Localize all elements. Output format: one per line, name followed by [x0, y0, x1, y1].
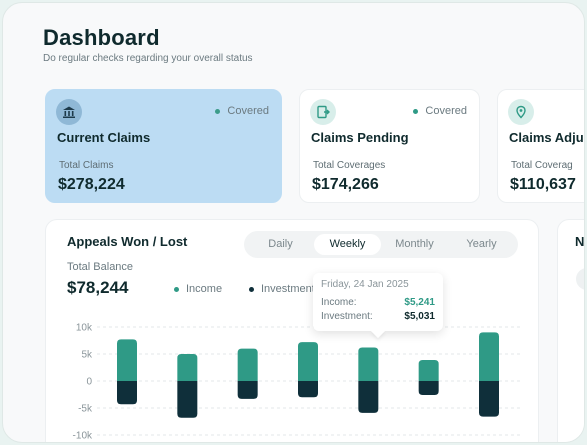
card-label: Total Claims [59, 160, 114, 171]
tooltip-investment-label: Investment: [321, 311, 373, 322]
status-badge: Covered [413, 105, 467, 117]
shield-location-icon [508, 99, 534, 125]
y-tick-label: 5k [81, 350, 93, 361]
period-tabs: Daily Weekly Monthly Yearly [244, 231, 518, 258]
y-tick-label: -5k [78, 404, 93, 415]
side-panel-title: N [575, 234, 585, 249]
legend-income: Income [174, 283, 222, 295]
balance-value: $78,244 [67, 278, 129, 297]
y-tick-label: 10k [76, 323, 93, 334]
appeals-chart: 10k 5k 0 -5k -10k [73, 323, 520, 442]
card-current-claims[interactable]: Covered Current Claims Total Claims $278… [45, 89, 282, 203]
card-claims-adjusted[interactable]: Claims Adju Total Coverag $110,637 [497, 89, 584, 203]
tab-monthly[interactable]: Monthly [395, 238, 434, 250]
tab-yearly[interactable]: Yearly [466, 238, 497, 250]
investment-bar[interactable] [237, 381, 258, 399]
income-bar[interactable] [237, 348, 258, 381]
investment-bar[interactable] [358, 381, 379, 413]
tooltip-income-label: Income: [321, 297, 357, 308]
chart-tooltip: Friday, 24 Jan 2025 Income: $5,241 Inves… [313, 273, 443, 339]
tooltip-investment-value: $5,031 [404, 311, 435, 322]
card-claims-pending[interactable]: Covered Claims Pending Total Coverages $… [299, 89, 480, 203]
income-bar[interactable] [298, 342, 318, 381]
page-title: Dashboard [43, 25, 160, 50]
income-bar[interactable] [177, 354, 198, 381]
y-tick-label: 0 [86, 377, 92, 388]
card-label: Total Coverag [511, 160, 573, 171]
document-arrow-icon [310, 99, 336, 125]
income-bar[interactable] [358, 347, 379, 381]
income-bar[interactable] [117, 339, 137, 381]
legend-investment: Investment [249, 283, 315, 295]
card-title: Claims Pending [311, 130, 409, 145]
balance-label: Total Balance [67, 261, 134, 273]
income-bar[interactable] [418, 359, 439, 381]
page-subtitle: Do regular checks regarding your overall… [43, 53, 253, 64]
appeals-panel: Appeals Won / Lost Daily Weekly Monthly … [45, 219, 539, 442]
investment-bar[interactable] [298, 381, 318, 398]
investment-bar[interactable] [479, 381, 499, 417]
side-avatar [576, 268, 584, 290]
investment-dot [249, 286, 254, 292]
card-label: Total Coverages [313, 160, 386, 171]
status-badge: Covered [215, 105, 269, 117]
card-value: $278,224 [58, 176, 125, 193]
income-bar[interactable] [479, 332, 499, 381]
card-value: $110,637 [510, 176, 576, 193]
card-title: Current Claims [57, 130, 151, 145]
tab-daily[interactable]: Daily [268, 238, 293, 250]
tab-weekly[interactable]: Weekly [314, 234, 381, 255]
bank-icon [56, 99, 82, 125]
tooltip-date: Friday, 24 Jan 2025 [321, 279, 409, 290]
investment-bar[interactable] [177, 381, 198, 418]
investment-bar[interactable] [418, 381, 439, 396]
card-title: Claims Adju [509, 130, 584, 145]
panel-title: Appeals Won / Lost [67, 234, 188, 249]
y-tick-label: -10k [73, 431, 93, 442]
tooltip-income-value: $5,241 [404, 297, 435, 308]
investment-bar[interactable] [117, 381, 137, 405]
card-value: $174,266 [312, 176, 379, 193]
side-panel: N [557, 219, 585, 442]
income-dot [174, 286, 179, 292]
